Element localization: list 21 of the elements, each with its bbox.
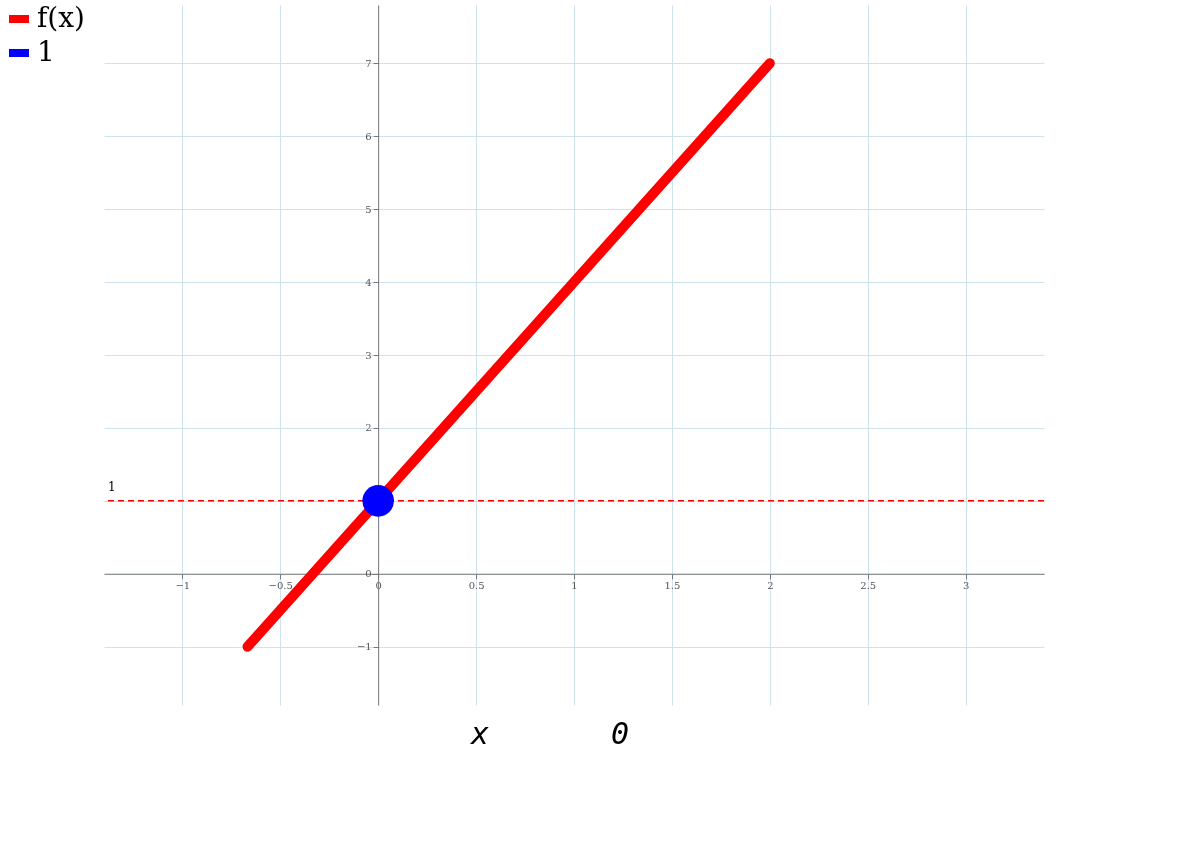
y-tick-label: 3 [365,349,372,361]
y-tick-label: 2 [365,422,372,434]
x-tick-label: 0.5 [468,580,485,592]
x-tick-label: 2 [767,580,774,592]
y-tick-label: 0 [365,568,372,580]
y-tick-label: 6 [365,130,372,142]
x-tick-label: 1 [571,580,578,592]
y-tick-label: 7 [365,57,372,69]
text: 0 [610,716,630,751]
legend-label: 1 [37,35,55,68]
x-tick-label: 1.5 [664,580,681,592]
y-tick-label: 5 [365,203,372,215]
y-tick-label: −1 [356,641,372,653]
x-tick-label: 3 [962,580,970,592]
ref-line-label: 1 [108,479,116,494]
x-tick-label: −1 [175,580,191,592]
x-axis-title: x [468,716,490,751]
legend-label: f(x) [37,1,86,34]
x-tick-label: 2.5 [860,580,877,592]
x-tick-label: −0.5 [268,580,293,592]
y-tick-label: 4 [365,276,372,288]
